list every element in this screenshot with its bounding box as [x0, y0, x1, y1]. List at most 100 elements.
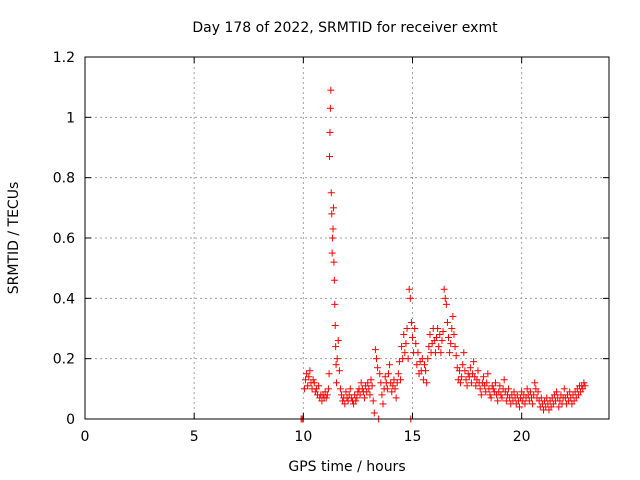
- data-point: [379, 400, 387, 408]
- y-tick-label: 0.4: [53, 291, 75, 307]
- data-point: [448, 325, 456, 332]
- data-point: [324, 385, 332, 393]
- data-point: [341, 400, 349, 408]
- data-point: [331, 321, 339, 329]
- data-point: [483, 379, 491, 387]
- data-point: [555, 403, 563, 411]
- data-point: [449, 312, 457, 320]
- data-point: [463, 382, 471, 390]
- x-tick-label: 20: [513, 429, 531, 445]
- data-point: [333, 355, 341, 363]
- data-point: [461, 367, 469, 375]
- data-point: [521, 400, 529, 408]
- data-point: [484, 370, 492, 378]
- data-point: [374, 364, 382, 372]
- data-point: [356, 391, 364, 399]
- data-point: [391, 385, 399, 393]
- data-point: [486, 391, 494, 399]
- data-point: [440, 285, 448, 293]
- data-point: [327, 86, 335, 94]
- data-point: [371, 346, 379, 354]
- data-point: [442, 300, 450, 308]
- data-point: [376, 370, 384, 378]
- data-point: [530, 391, 538, 399]
- data-point: [402, 340, 410, 348]
- data-point: [457, 379, 465, 387]
- y-tick-label: 0.6: [53, 231, 75, 247]
- data-point: [436, 331, 444, 339]
- data-point: [467, 379, 475, 387]
- data-point: [488, 382, 496, 390]
- x-tick-label: 15: [404, 429, 422, 445]
- data-point: [367, 376, 375, 384]
- data-point: [364, 379, 372, 387]
- data-point: [443, 318, 451, 326]
- data-point: [323, 391, 331, 399]
- data-point: [335, 367, 343, 375]
- data-point: [435, 343, 443, 351]
- data-point: [460, 349, 468, 357]
- data-point: [331, 300, 339, 308]
- data-point: [534, 388, 542, 396]
- data-point: [401, 349, 409, 357]
- data-point: [498, 394, 506, 402]
- x-tick-label: 10: [294, 429, 312, 445]
- data-point: [325, 370, 333, 378]
- data-point: [330, 276, 338, 284]
- data-point: [369, 397, 377, 405]
- data-point: [358, 385, 366, 393]
- data-point: [412, 340, 420, 348]
- data-point: [370, 409, 378, 417]
- data-point: [472, 382, 480, 390]
- chart-title: Day 178 of 2022, SRMTID for receiver exm…: [192, 20, 498, 36]
- data-point: [365, 385, 373, 393]
- data-point: [581, 382, 589, 390]
- data-point: [315, 382, 323, 390]
- data-point: [451, 343, 459, 351]
- data-point: [368, 382, 376, 390]
- data-point: [329, 225, 337, 233]
- data-point: [396, 376, 404, 384]
- data-point: [381, 373, 389, 381]
- data-point: [304, 382, 312, 390]
- data-point: [474, 367, 482, 375]
- data-point: [334, 337, 342, 345]
- data-point: [531, 379, 539, 387]
- data-point: [383, 385, 391, 393]
- data-point: [470, 358, 478, 366]
- data-point: [409, 334, 416, 342]
- data-point: [560, 385, 568, 393]
- data-point: [326, 128, 334, 136]
- data-point: [398, 343, 406, 351]
- data-point: [300, 385, 308, 393]
- data-point: [505, 385, 513, 393]
- x-axis-label: GPS time / hours: [288, 459, 405, 475]
- data-point: [510, 388, 518, 396]
- data-point: [446, 349, 454, 357]
- data-point: [476, 385, 484, 393]
- y-tick-label: 0.8: [53, 171, 75, 187]
- data-point: [302, 376, 310, 384]
- data-point: [329, 204, 337, 212]
- data-point: [496, 382, 504, 390]
- data-point: [392, 394, 400, 402]
- data-point: [421, 361, 429, 369]
- data-point: [328, 210, 336, 218]
- x-tick-label: 0: [81, 429, 90, 445]
- data-point: [502, 397, 510, 405]
- data-point: [580, 379, 588, 387]
- data-point: [479, 373, 487, 381]
- data-point: [494, 397, 502, 405]
- data-point: [352, 397, 360, 405]
- data-point: [458, 373, 466, 381]
- data-point: [309, 376, 317, 384]
- data-point: [332, 361, 340, 369]
- data-point: [328, 249, 336, 257]
- data-point: [441, 294, 449, 302]
- data-point: [423, 379, 431, 387]
- data-point: [346, 385, 354, 393]
- x-axis-ticks: 0 5 10 15 20: [81, 57, 531, 445]
- data-point: [403, 325, 411, 332]
- data-point: [419, 376, 427, 384]
- data-point: [384, 370, 392, 378]
